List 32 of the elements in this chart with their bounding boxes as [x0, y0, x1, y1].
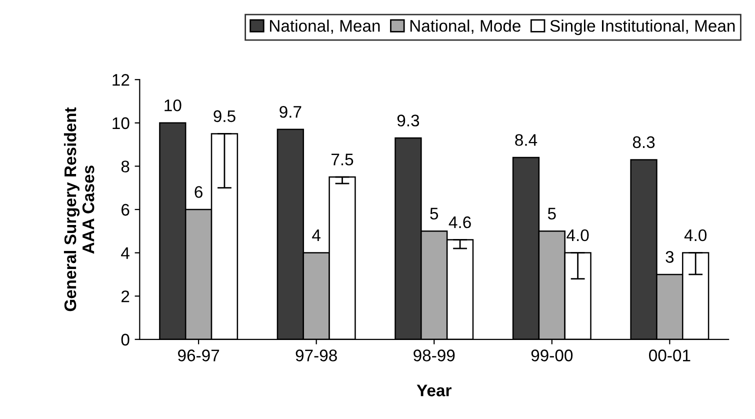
- data-label: 7.5: [332, 154, 354, 166]
- data-label: 4.0: [566, 229, 589, 242]
- x-tick-label: 98-99: [414, 350, 455, 362]
- data-label: 8.3: [632, 136, 655, 148]
- data-label: 8.4: [515, 134, 538, 146]
- data-label: 10: [164, 99, 182, 112]
- data-label: 9.3: [397, 114, 420, 126]
- x-axis-title: Year: [416, 384, 452, 396]
- y-tick-label: 2: [122, 290, 130, 302]
- data-label: 4.6: [448, 216, 471, 228]
- data-label: 4: [312, 230, 320, 242]
- y-tick-label: 4: [121, 247, 130, 259]
- y-tick-label: 8: [121, 160, 130, 172]
- y-tick-label: 10: [112, 117, 130, 130]
- data-label: 5: [548, 208, 556, 220]
- x-tick-label: 00-01: [649, 350, 690, 362]
- data-label: 5: [430, 208, 438, 220]
- x-tick-label: 97-98: [296, 350, 337, 362]
- y-tick-label: 6: [122, 204, 130, 216]
- x-tick-label: 96-97: [178, 350, 220, 362]
- data-label: 3: [666, 251, 674, 263]
- legend-label: National, Mode: [410, 20, 520, 34]
- y-tick-label: 12: [112, 74, 130, 86]
- x-tick-label: 99-00: [531, 350, 573, 362]
- data-label: 4.0: [684, 229, 707, 242]
- legend-label: National, Mean: [270, 20, 380, 34]
- data-label: 9.5: [214, 110, 236, 122]
- legend-label: Single Institutional, Mean: [550, 20, 735, 36]
- y-tick-label: 0: [121, 334, 130, 346]
- data-label: 6: [194, 186, 202, 198]
- data-label: 9.7: [280, 106, 302, 118]
- y-axis-title: General Surgery Resident AAA Cases: [64, 107, 94, 312]
